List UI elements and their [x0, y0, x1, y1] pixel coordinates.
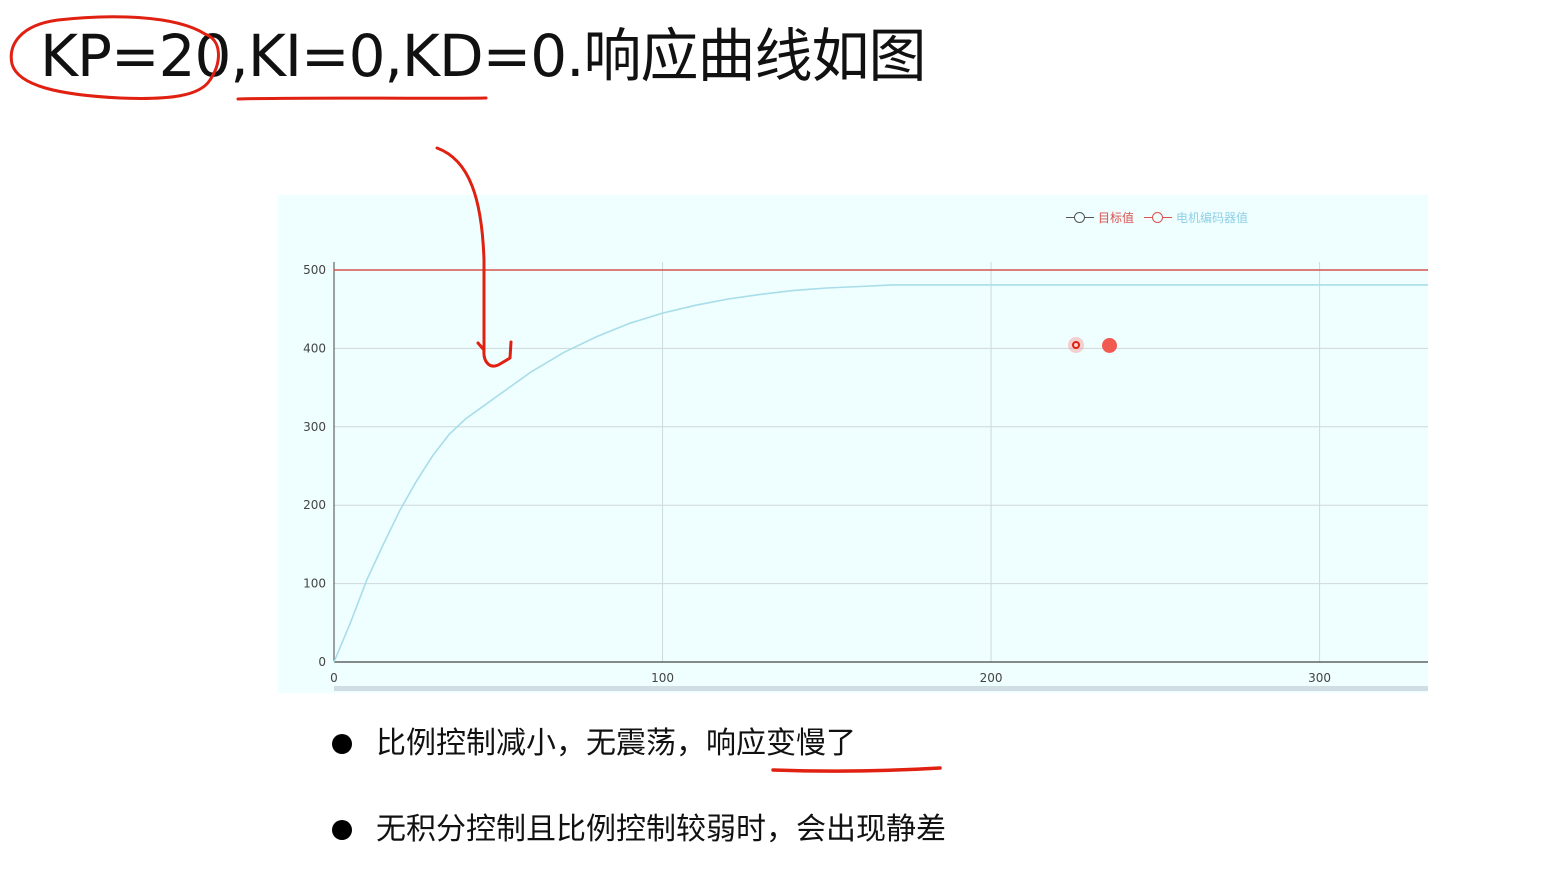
zoom-slider-track [334, 686, 1428, 691]
bullet-icon [332, 820, 352, 840]
response-chart: 0 100 200 300 400 500 0 100 200 300 [303, 262, 1428, 691]
y-tick-label: 400 [303, 341, 326, 355]
y-tick-label: 200 [303, 498, 326, 512]
bullet-item-2: 无积分控制且比例控制较弱时，会出现静差 [330, 806, 1230, 854]
y-tick-label: 100 [303, 577, 326, 591]
bullet-text-2: 无积分控制且比例控制较弱时，会出现静差 [376, 812, 946, 847]
x-tick-label: 200 [980, 671, 1003, 685]
legend-symbol-icon [1144, 210, 1173, 224]
y-tick-label: 0 [318, 655, 326, 669]
legend-label: 目标值 [1098, 210, 1135, 225]
slide: KP=20,KI=0,KD=0.响应曲线如图 0 100 200 300 400 500 0… [9, 15, 1428, 847]
x-tick-label: 300 [1308, 671, 1331, 685]
bullet-icon [332, 734, 352, 754]
underline-annotation-1 [236, 96, 488, 101]
series-line-2 [333, 284, 1428, 663]
bullet-list: 比例控制减小，无震荡，响应变慢了 无积分控制且比例控制较弱时，会出现静差 [330, 720, 1230, 892]
y-tick-label: 500 [303, 263, 326, 277]
chart-legend: 目标值 电机编码器值 [1066, 208, 1258, 226]
slide-title: KP=20,KI=0,KD=0.响应曲线如图 [40, 22, 927, 90]
y-tick-label: 300 [303, 420, 326, 434]
pointer-marker-dot [1102, 338, 1117, 353]
legend-label: 电机编码器值 [1176, 210, 1249, 225]
legend-item-2[interactable]: 电机编码器值 [1144, 209, 1248, 226]
x-tick-label: 0 [330, 671, 338, 685]
bullet-item-1: 比例控制减小，无震荡，响应变慢了 [330, 720, 1230, 768]
legend-symbol-icon [1066, 210, 1094, 224]
bullet-text-1: 比例控制减小，无震荡，响应变慢了 [376, 726, 856, 761]
legend-item-1[interactable]: 目标值 [1066, 209, 1134, 226]
chart-area: 0 100 200 300 400 500 0 100 200 300 [278, 195, 1428, 693]
pointer-marker-ring [1068, 337, 1084, 353]
x-tick-label: 100 [651, 671, 674, 685]
